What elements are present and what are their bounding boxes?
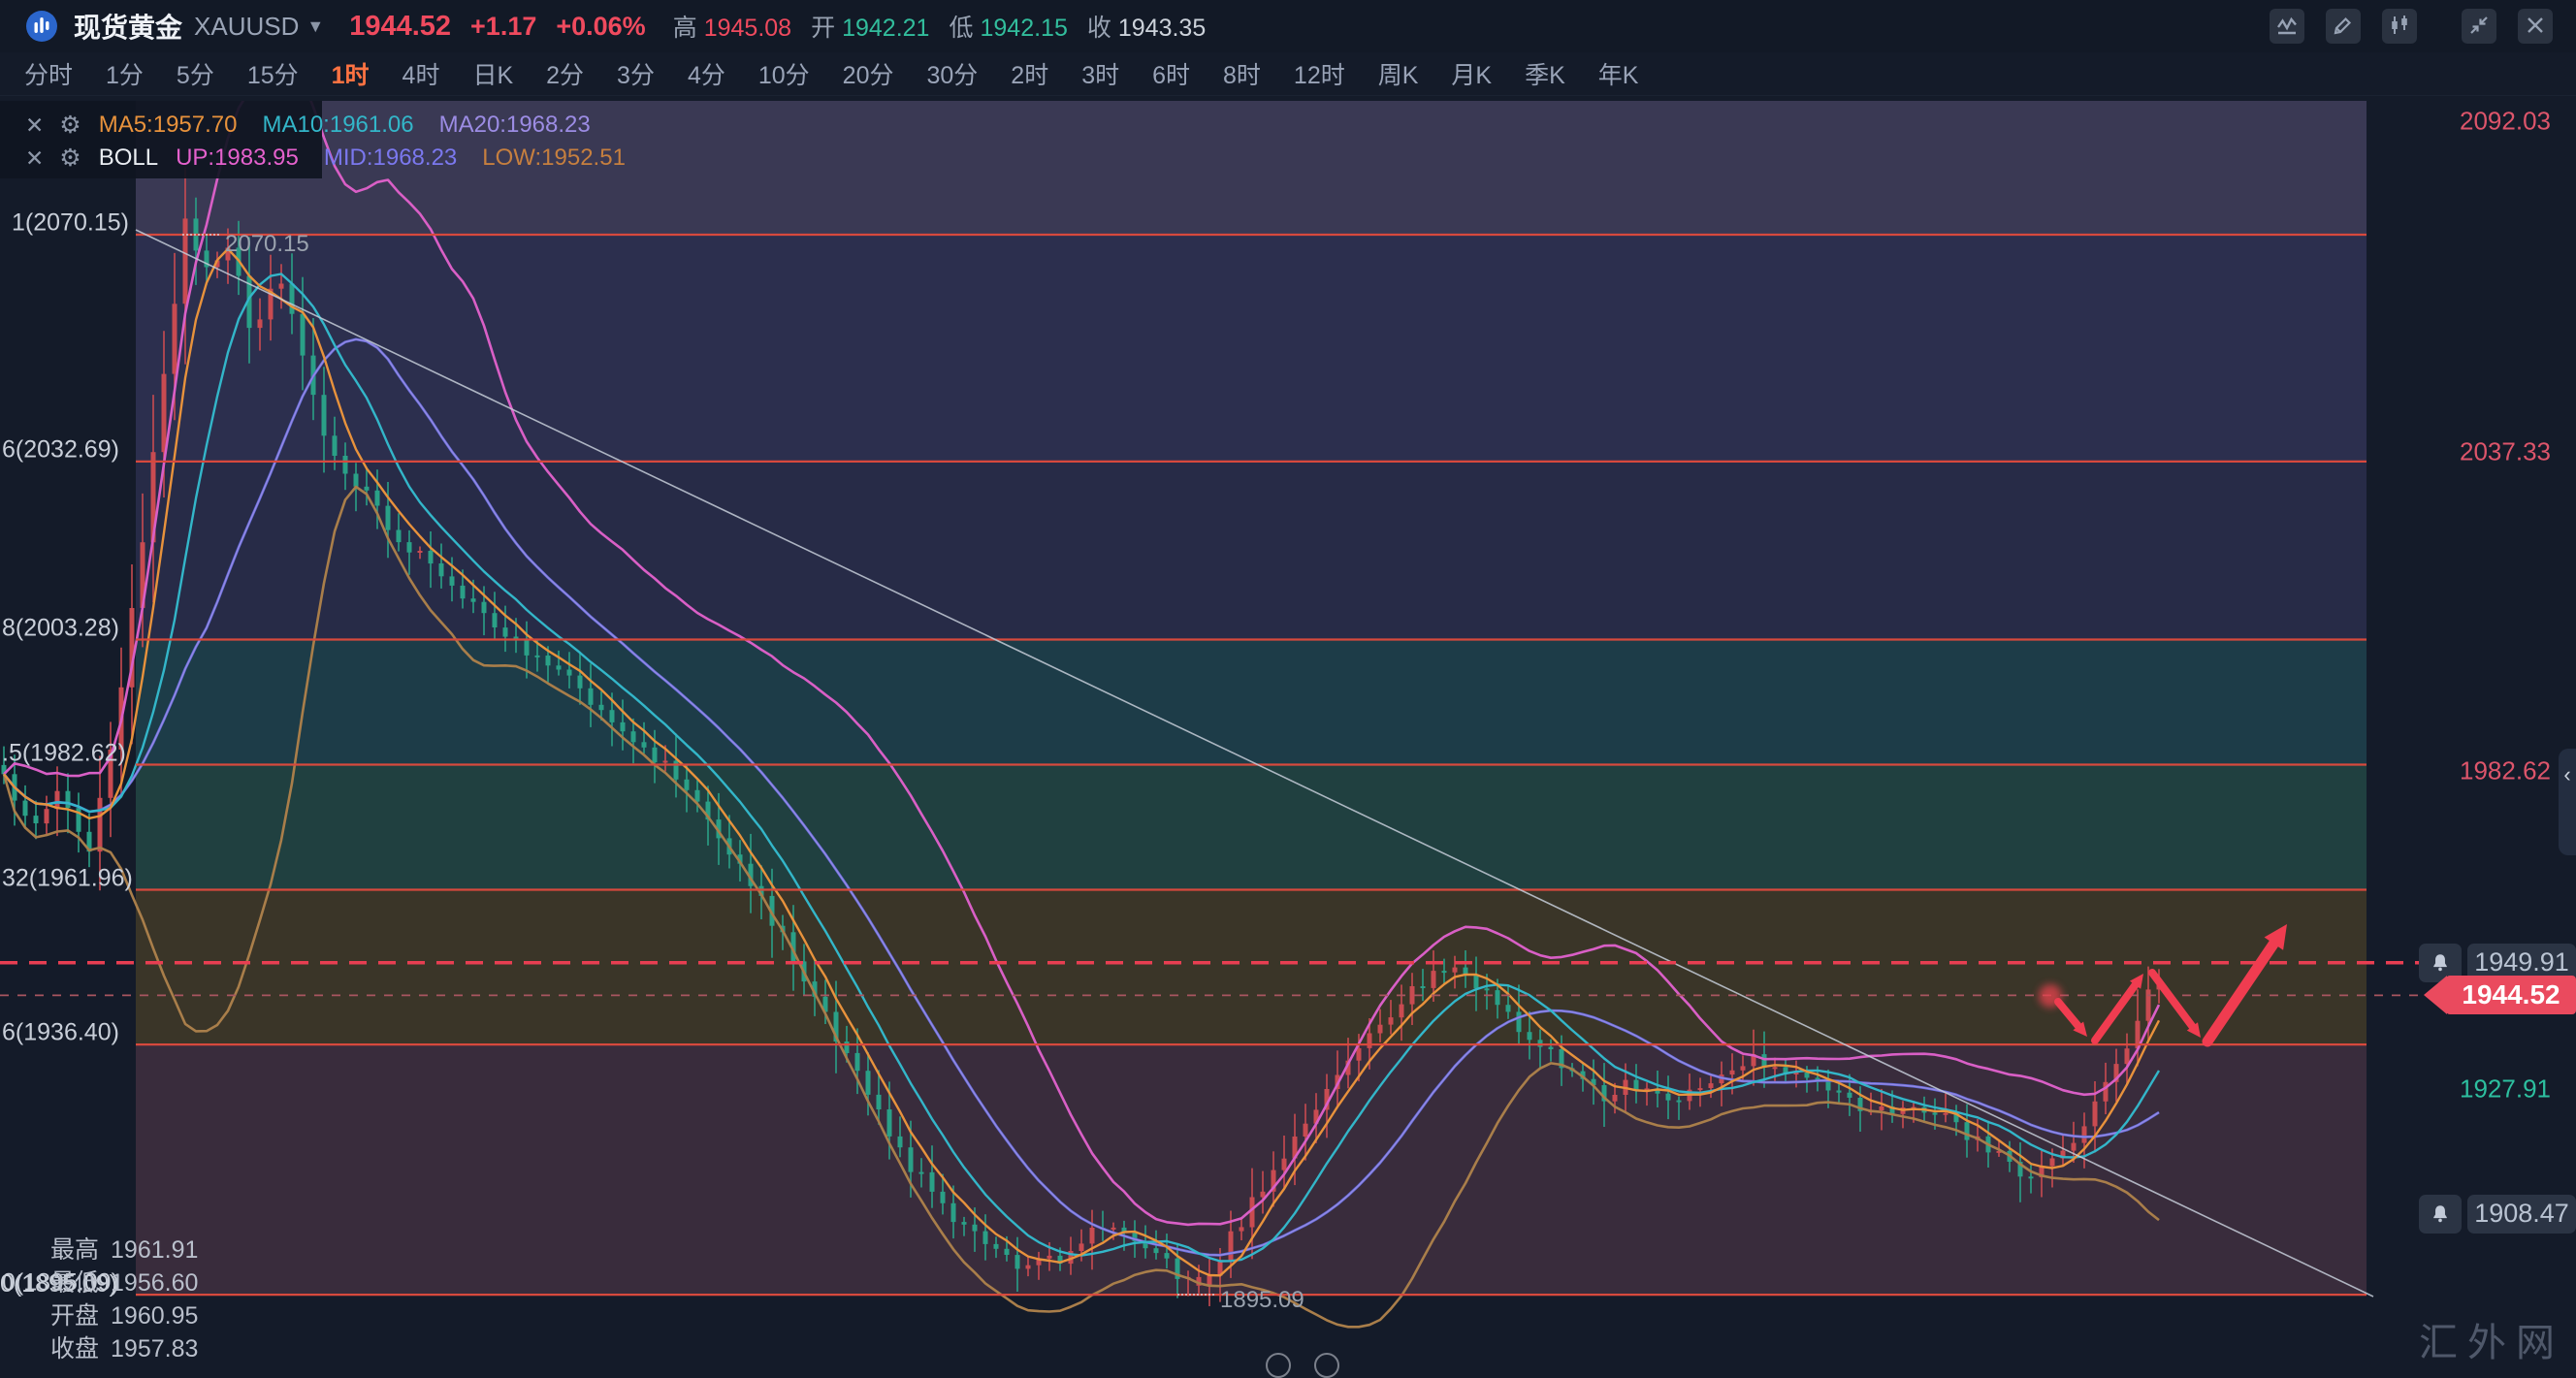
symbol-dropdown-caret[interactable]: ▼ — [306, 16, 325, 36]
ohlc-row-开盘: 开盘 1960.95 — [50, 1302, 199, 1330]
price-axis-label: 1982.62 — [2460, 755, 2551, 785]
symbol-logo-icon — [26, 11, 57, 42]
timeframe-tab-季K[interactable]: 季K — [1525, 62, 1565, 89]
line-chart-icon — [2275, 14, 2299, 40]
alert-price-tag: 1908.47 — [2467, 1194, 2576, 1234]
remove-boll-icon[interactable]: ✕ — [25, 144, 45, 171]
boll-settings-gear-icon[interactable]: ⚙ — [59, 144, 81, 172]
remove-ma-icon[interactable]: ✕ — [25, 112, 45, 138]
timeframe-row: 分时 1分 5分 15分 1时 4时 日K 2分 3分 4分 10分 20分 30分 2时 3时 6时 8时 12… — [0, 52, 2576, 96]
fib-chart-price-label: 1895.09 — [1220, 1287, 1304, 1314]
boll-value: UP:1983.95 — [176, 144, 299, 171]
alert-price-tag: 1949.91 — [2467, 943, 2576, 982]
timeframe-tab-3时[interactable]: 3时 — [1081, 62, 1120, 89]
boll-value: LOW:1952.51 — [482, 144, 626, 171]
ma-legend-row: ✕ ⚙ MA5:1957.70 MA10:1961.06 MA20:1968.23 — [0, 109, 591, 142]
header-bar: 现货黄金 XAUUSD ▼ 1944.52 +1.17 +0.06% 高 1945… — [0, 0, 2576, 53]
toolbar-line-chart-button[interactable] — [2270, 9, 2304, 44]
timeframe-tab-4分[interactable]: 4分 — [687, 62, 725, 89]
fib-left-label: 8(2003.28) — [2, 614, 119, 642]
toolbar-candlestick-button[interactable] — [2382, 9, 2417, 44]
ohlc-row-最高: 最高 1961.91 — [50, 1236, 199, 1264]
price-axis-label: 1927.91 — [2460, 1074, 2551, 1104]
collapse-icon — [2467, 14, 2491, 40]
side-panel-expander[interactable]: ‹ — [2559, 749, 2576, 855]
ma-value: MA5:1957.70 — [98, 112, 238, 138]
price-change: +1.17 — [470, 11, 537, 41]
timeframe-tab-日K[interactable]: 日K — [472, 62, 514, 89]
ma-value: MA10:1961.06 — [262, 112, 414, 138]
timeframe-tab-5分[interactable]: 5分 — [176, 62, 214, 89]
price-axis-label: 2092.03 — [2460, 106, 2551, 136]
watermark: 汇外网 — [2419, 1322, 2564, 1364]
timeframe-tab-月K[interactable]: 月K — [1451, 62, 1493, 89]
pager-dot[interactable] — [1314, 1353, 1339, 1378]
toolbar-close-button[interactable] — [2518, 9, 2553, 44]
price-change-percent: +0.06% — [556, 11, 646, 41]
fib-left-label: 6(1936.40) — [2, 1018, 119, 1046]
close-icon — [2524, 14, 2547, 40]
candlestick-icon — [2388, 14, 2411, 40]
ohlc-info-panel: 最高 1961.91 最低 1956.60 开盘 1960.95 收盘 1957.83 — [50, 1234, 209, 1365]
symbol-name[interactable]: 现货黄金 — [74, 13, 183, 43]
timeframe-tab-4时[interactable]: 4时 — [402, 62, 440, 89]
fib-left-label: 6(2032.69) — [2, 435, 119, 464]
header-stat-高: 高 1945.08 — [672, 15, 792, 42]
timeframe-tab-30分[interactable]: 30分 — [926, 62, 979, 89]
boll-value: MID:1968.23 — [323, 144, 458, 171]
fib-left-label: 32(1961.96) — [2, 864, 133, 892]
timeframe-tab-6时[interactable]: 6时 — [1152, 62, 1191, 89]
fib-chart-price-label: 2070.15 — [225, 231, 309, 257]
header-stat-收: 收 1943.35 — [1086, 15, 1207, 42]
timeframe-tab-分时[interactable]: 分时 — [24, 62, 74, 89]
alert-bell-icon[interactable] — [2419, 943, 2462, 982]
ma-settings-gear-icon[interactable]: ⚙ — [59, 112, 81, 139]
boll-legend-row: ✕ ⚙ BOLL UP:1983.95 MID:1968.23 LOW:1952.5… — [0, 142, 626, 175]
toolbar-collapse-button[interactable] — [2462, 9, 2496, 44]
chart-area[interactable]: ✕ ⚙ MA5:1957.70 MA10:1961.06 MA20:1968.23 … — [0, 95, 2576, 1378]
toolbar-draw-button[interactable] — [2326, 9, 2361, 44]
ohlc-row-最低: 最低 1956.60 — [50, 1269, 199, 1297]
ma-value: MA20:1968.23 — [438, 112, 591, 138]
timeframe-tab-1分[interactable]: 1分 — [106, 62, 144, 89]
header-stat-开: 开 1942.21 — [811, 15, 930, 42]
fib-left-label: 0(1895.09) — [2, 1268, 119, 1297]
ohlc-header-stats: 高 1945.08 开 1942.21 低 1942.15 收 1943.35 — [673, 9, 1207, 44]
timeframe-tab-年K[interactable]: 年K — [1597, 62, 1639, 89]
timeframe-tab-10分[interactable]: 10分 — [757, 62, 810, 89]
timeframe-tab-20分[interactable]: 20分 — [842, 62, 894, 89]
fib-left-label: 1(2070.15) — [12, 208, 129, 237]
timeframe-tab-2分[interactable]: 2分 — [546, 62, 585, 89]
chart-toolbar — [2248, 9, 2553, 44]
boll-indicator-name: BOLL — [98, 144, 159, 171]
fib-left-label: .5(1982.62) — [2, 739, 126, 767]
timeframe-tab-8时[interactable]: 8时 — [1223, 62, 1261, 89]
ohlc-row-收盘: 收盘 1957.83 — [50, 1335, 199, 1362]
timeframe-tab-12时[interactable]: 12时 — [1293, 62, 1345, 89]
timeframe-tab-1时[interactable]: 1时 — [331, 62, 370, 89]
fib-label-leader-dots — [182, 234, 219, 236]
current-price-tag-arrow — [2424, 976, 2447, 1015]
symbol-code[interactable]: XAUUSD — [194, 11, 300, 41]
indicator-legend: ✕ ⚙ MA5:1957.70 MA10:1961.06 MA20:1968.23 … — [0, 101, 626, 178]
timeframe-tab-周K[interactable]: 周K — [1377, 62, 1419, 89]
timeframe-tab-2时[interactable]: 2时 — [1011, 62, 1049, 89]
last-price: 1944.52 — [349, 10, 452, 42]
timeframe-tab-15分[interactable]: 15分 — [246, 62, 299, 89]
alert-bell-icon[interactable] — [2419, 1194, 2462, 1234]
fib-level-0-label: 0(1895.09) — [0, 1270, 117, 1298]
timeframe-tab-3分[interactable]: 3分 — [617, 62, 655, 89]
fib-label-leader-dots — [1177, 1294, 1214, 1297]
pager-dot[interactable] — [1266, 1353, 1291, 1378]
header-stat-低: 低 1942.15 — [949, 15, 1068, 42]
draw-icon — [2332, 14, 2355, 40]
current-price-tag: 1944.52 — [2446, 976, 2576, 1015]
price-axis-label: 2037.33 — [2460, 436, 2551, 466]
